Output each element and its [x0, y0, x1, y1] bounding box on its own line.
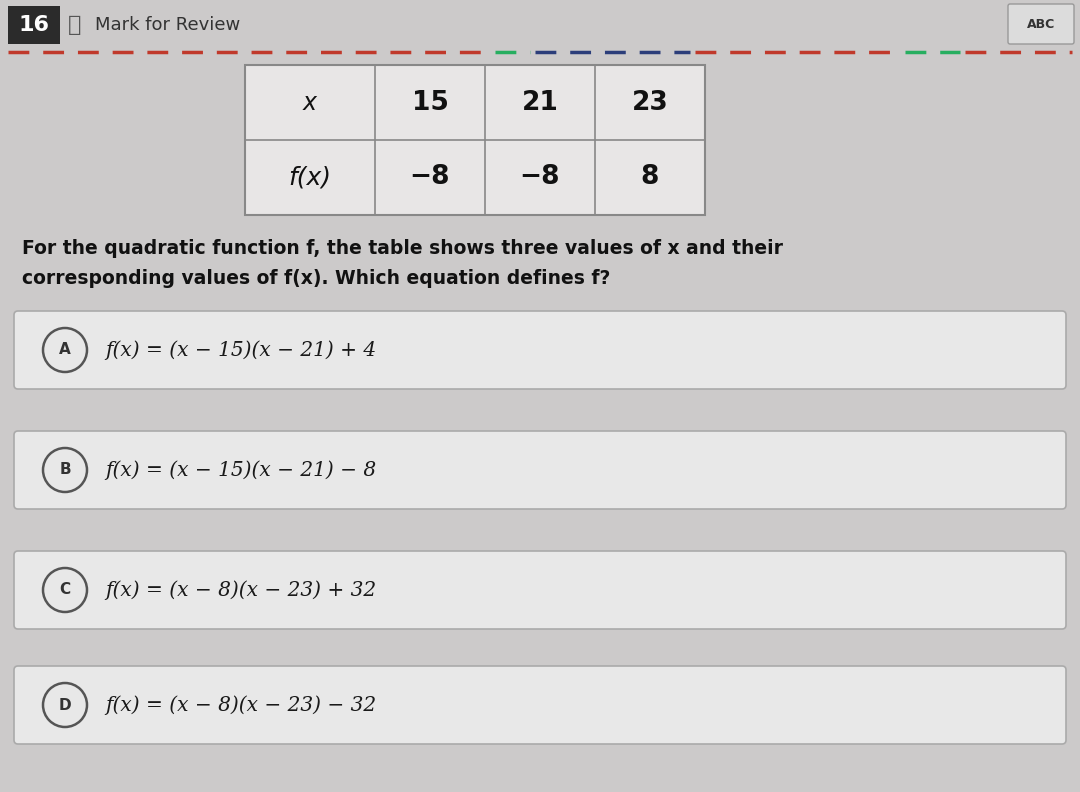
Text: −8: −8 — [409, 165, 450, 191]
Text: f(x) = (x − 8)(x − 23) − 32: f(x) = (x − 8)(x − 23) − 32 — [105, 695, 376, 715]
Circle shape — [43, 328, 87, 372]
FancyBboxPatch shape — [245, 65, 705, 215]
Text: 16: 16 — [18, 15, 50, 35]
Text: corresponding values of f(x). Which equation defines f?: corresponding values of f(x). Which equa… — [22, 268, 610, 287]
Text: ⎘: ⎘ — [68, 15, 82, 35]
Text: D: D — [58, 698, 71, 713]
Text: 23: 23 — [632, 89, 669, 116]
Text: Mark for Review: Mark for Review — [95, 16, 240, 34]
Text: A: A — [59, 342, 71, 357]
FancyBboxPatch shape — [14, 311, 1066, 389]
Text: f(x) = (x − 15)(x − 21) + 4: f(x) = (x − 15)(x − 21) + 4 — [105, 341, 376, 360]
Text: 15: 15 — [411, 89, 448, 116]
Text: 21: 21 — [522, 89, 558, 116]
Text: B: B — [59, 463, 71, 478]
Text: −8: −8 — [519, 165, 561, 191]
Text: ABC: ABC — [1027, 17, 1055, 31]
Text: f(x): f(x) — [288, 166, 332, 189]
Text: C: C — [59, 582, 70, 597]
Circle shape — [43, 568, 87, 612]
Text: x: x — [303, 90, 318, 115]
FancyBboxPatch shape — [1008, 4, 1074, 44]
Text: f(x) = (x − 8)(x − 23) + 32: f(x) = (x − 8)(x − 23) + 32 — [105, 581, 376, 600]
FancyBboxPatch shape — [14, 551, 1066, 629]
FancyBboxPatch shape — [8, 6, 60, 44]
Circle shape — [43, 683, 87, 727]
Text: For the quadratic function f, the table shows three values of x and their: For the quadratic function f, the table … — [22, 238, 783, 257]
Text: 8: 8 — [640, 165, 659, 191]
FancyBboxPatch shape — [14, 666, 1066, 744]
Circle shape — [43, 448, 87, 492]
Text: f(x) = (x − 15)(x − 21) − 8: f(x) = (x − 15)(x − 21) − 8 — [105, 460, 376, 480]
FancyBboxPatch shape — [14, 431, 1066, 509]
